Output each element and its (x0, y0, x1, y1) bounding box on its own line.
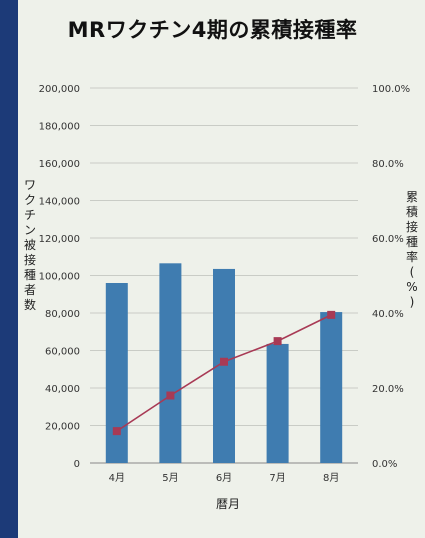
line-point (112, 427, 121, 436)
bar (159, 263, 182, 463)
line-point (327, 310, 336, 319)
y2-axis-label: 累積接種率(%) (405, 190, 418, 309)
x-tick-label: 7月 (269, 472, 285, 484)
y-tick-label: 100,000 (39, 272, 80, 283)
y-tick-label: 160,000 (39, 159, 80, 170)
line-series (112, 310, 336, 436)
y-tick-label: 0 (74, 459, 80, 470)
line-point (166, 391, 175, 400)
line-point (273, 337, 282, 346)
y2-tick-label: 0.0% (372, 459, 397, 470)
y2-tick-label: 80.0% (372, 159, 404, 170)
bar (105, 283, 128, 463)
x-axis-label: 暦月 (216, 497, 240, 511)
y2-tick-label: 100.0% (372, 84, 410, 95)
line-point (220, 357, 228, 366)
x-axis-ticks: 4月 5月 6月 7月 8月 (109, 472, 340, 484)
right-axis-ticks: 0.0% 20.0% 40.0% 60.0% 80.0% 100.0% (372, 84, 410, 470)
bar (266, 343, 289, 463)
y-axis-label: ワクチン被接種者数 (23, 178, 36, 312)
x-tick-label: 4月 (109, 472, 125, 484)
x-tick-label: 8月 (323, 472, 339, 484)
chart-title: MRワクチン4期の累積接種率 (67, 18, 358, 42)
y-tick-label: 180,000 (39, 122, 80, 133)
left-axis-ticks: 0 20,000 40,000 60,000 80,000 100,000 120,000 1… (39, 84, 80, 470)
x-tick-label: 5月 (162, 472, 178, 484)
y-tick-label: 80,000 (45, 309, 80, 320)
y2-tick-label: 40.0% (372, 309, 404, 320)
y-tick-label: 200,000 (39, 84, 80, 95)
bar (213, 268, 235, 463)
y-tick-label: 60,000 (45, 347, 80, 358)
y-tick-label: 140,000 (39, 197, 80, 208)
bar-series (105, 263, 343, 463)
y-tick-label: 40,000 (45, 384, 80, 395)
y-tick-label: 120,000 (39, 234, 80, 245)
gridlines (90, 87, 358, 464)
y2-tick-label: 20.0% (372, 384, 404, 395)
y2-tick-label: 60.0% (372, 234, 404, 245)
y-tick-label: 20,000 (45, 422, 80, 433)
x-tick-label: 6月 (216, 472, 232, 484)
bar (320, 312, 343, 463)
